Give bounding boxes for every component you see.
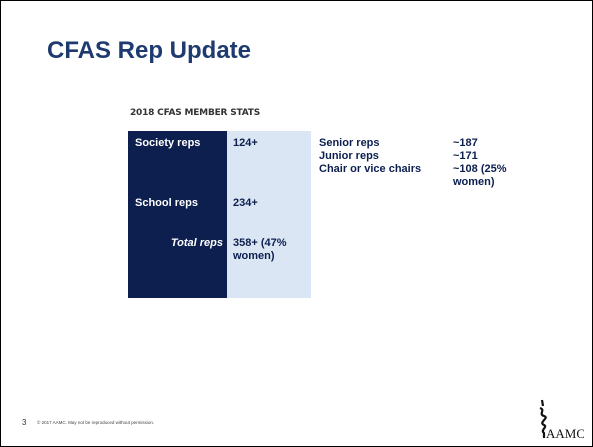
row-value: 234+ [233, 197, 258, 209]
logo: AAMC [539, 399, 584, 441]
row-value: ~187 [453, 137, 478, 149]
logo-mark [539, 399, 547, 438]
row-label: Senior reps [319, 137, 380, 149]
row-label: Society reps [135, 137, 201, 149]
row-value: 358+ (47% women) [233, 237, 287, 262]
subtitle: 2018 CFAS MEMBER STATS [130, 108, 261, 118]
logo-text: AAMC [546, 426, 584, 441]
row-label: Junior reps [319, 150, 379, 162]
page-number: 3 [22, 418, 27, 427]
row-value: ~171 [453, 150, 478, 162]
row-value: ~108 (25% women) [453, 163, 507, 188]
copyright: © 2017 AAMC. May not be reproduced witho… [37, 420, 155, 425]
value-column [227, 131, 311, 298]
slide-title: CFAS Rep Update [47, 37, 252, 64]
row-label: School reps [135, 197, 198, 209]
label-column [128, 131, 227, 298]
row-label: Total reps [170, 237, 223, 249]
row-label: Chair or vice chairs [319, 163, 422, 175]
row-value: 124+ [233, 137, 258, 149]
